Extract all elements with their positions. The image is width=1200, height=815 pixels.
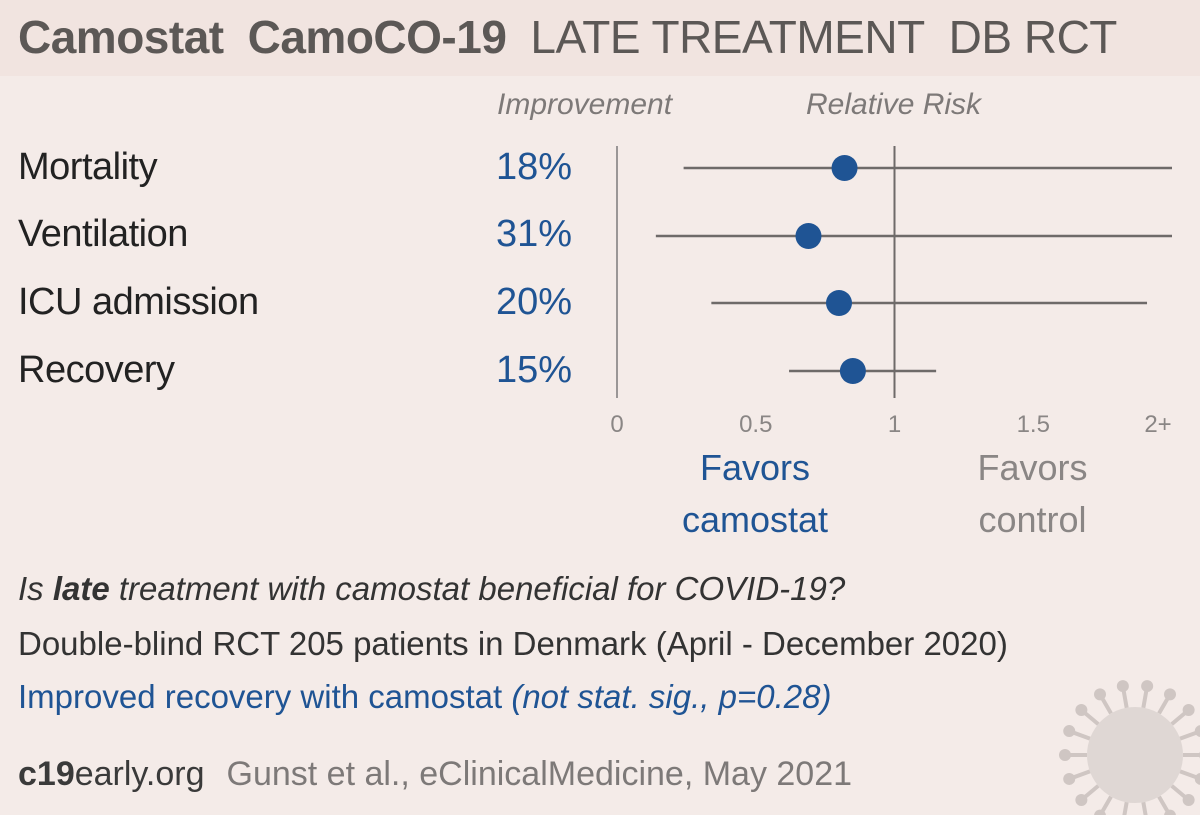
virus-spike-tip [1164,688,1176,701]
row-improvement-ventilation: 31% [496,213,573,255]
row-improvement-mortality: 18% [496,146,573,188]
row-label-recovery: Recovery [18,349,175,391]
title-stage: LATE TREATMENT [530,11,925,63]
virus-spike-tip [1182,793,1195,806]
tick-label: 1.5 [1017,411,1050,438]
virus-body [1087,707,1183,803]
page-title: Camostat CamoCO-19 LATE TREATMENT DB RCT [18,10,1141,64]
favors-treatment-line2: camostat [681,499,829,540]
favors-control-line1: Favors [977,447,1088,488]
row-label-icu: ICU admission [18,281,259,323]
favors-treatment-line1: Favors [699,447,811,488]
question-suffix: treatment with camostat beneficial for C… [109,570,846,607]
forest-plot: 0 0.5 1 1.5 2+ [610,146,1172,438]
virus-spike-tip [1075,793,1088,806]
title-bar [0,0,1200,76]
title-drug: Camostat [18,11,224,63]
virus-spike-tip [1063,725,1076,738]
improvement-header: Improvement [497,88,673,121]
virus-spike [1122,801,1129,815]
virus-spike-tip [1094,809,1106,815]
title-design: DB RCT [948,11,1118,63]
virus-graphic [1059,680,1200,815]
result-main: Improved recovery with camostat [18,678,512,715]
summary-result: Improved recovery with camostat (not sta… [18,678,831,716]
point-estimate [839,358,866,384]
virus-spike-tip [1182,704,1195,717]
point-estimate [795,223,822,249]
relative-risk-header: Relative Risk [806,88,982,121]
virus-spike-tip [1141,680,1154,693]
summary-description: Double-blind RCT 205 patients in Denmark… [18,625,1008,662]
virus-spike-tip [1063,772,1076,785]
virus-icon [1059,680,1200,815]
favors-control-line2: control [978,499,1087,540]
tick-label: 0.5 [739,411,772,438]
virus-spike-tip [1094,688,1106,701]
row-label-ventilation: Ventilation [18,213,188,255]
point-estimate [826,290,852,316]
citation: Gunst et al., eClinicalMedicine, May 202… [226,755,853,793]
site-rest: early.org [74,755,205,793]
row-label-mortality: Mortality [18,146,158,188]
favors-treatment-label: Favors camostat [650,442,860,546]
virus-spike-tip [1194,725,1200,738]
favors-control-label: Favors control [930,442,1135,546]
virus-spike-tip [1194,772,1200,785]
tick-label: 2+ [1144,411,1171,438]
question-prefix: Is [18,570,53,607]
question-bold: late [52,570,110,607]
virus-spike-tip [1164,809,1176,815]
title-trial: CamoCO-19 [247,11,507,63]
virus-spike-tip [1075,704,1088,717]
tick-label: 1 [888,411,901,438]
site-link[interactable]: c19early.org [18,755,205,793]
site-bold: c19 [18,755,75,793]
tick-label: 0 [610,411,623,438]
virus-spike [1141,801,1148,815]
summary-question: Is late treatment with camostat benefici… [18,570,845,608]
footer: c19early.org Gunst et al., eClinicalMedic… [18,755,852,794]
virus-spike-tip [1116,680,1129,693]
row-improvement-icu: 20% [496,281,573,323]
point-estimate [831,155,858,181]
virus-spike-tip [1059,749,1071,761]
result-note: (not stat. sig., p=0.28) [511,678,832,715]
row-improvement-recovery: 15% [496,349,573,391]
